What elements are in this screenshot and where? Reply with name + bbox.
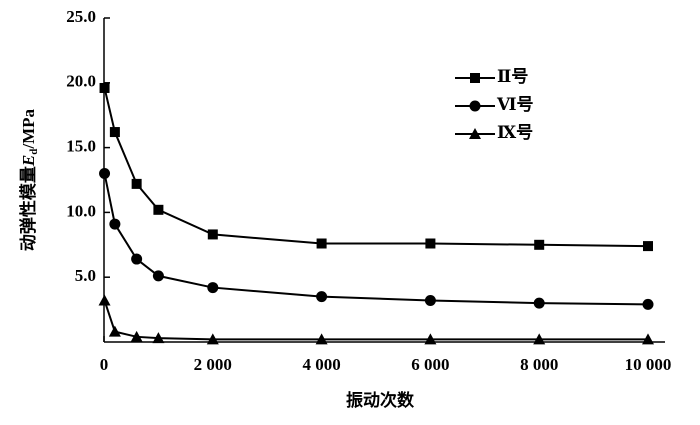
x-tick-label: 0 (100, 355, 109, 374)
legend-label: Ⅸ号 (497, 123, 533, 142)
marker (109, 218, 121, 230)
marker (316, 291, 328, 303)
marker (642, 298, 654, 310)
marker (152, 332, 165, 344)
marker (152, 270, 164, 282)
y-tick-label: 25.0 (66, 7, 96, 26)
marker (206, 333, 219, 345)
marker (643, 241, 653, 252)
marker (131, 253, 143, 265)
marker (424, 333, 437, 345)
marker (131, 178, 142, 189)
x-tick-label: 6 000 (411, 355, 449, 374)
marker (109, 127, 120, 138)
series-line (103, 173, 649, 306)
marker (315, 333, 328, 345)
y-label-part: E (19, 155, 38, 167)
y-label-part: d (28, 149, 40, 155)
y-label-part: /MPa (19, 108, 38, 149)
x-tick-label: 2 000 (194, 355, 232, 374)
marker (533, 297, 545, 309)
x-tick-label: 8 000 (520, 355, 558, 374)
marker (425, 238, 436, 249)
marker (316, 238, 327, 249)
y-tick-label: 20.0 (66, 72, 96, 91)
marker (207, 229, 218, 240)
legend-label: Ⅱ号 (497, 67, 528, 86)
y-label-part: 动弹性模量 (18, 166, 38, 251)
x-tick-label: 10 000 (625, 355, 672, 374)
y-tick-label: 15.0 (66, 137, 96, 156)
marker (99, 82, 110, 93)
marker (424, 295, 436, 307)
legend-label: Ⅵ号 (496, 95, 534, 114)
x-tick-label: 4 000 (302, 355, 340, 374)
marker (153, 204, 164, 215)
series-line (103, 300, 648, 341)
marker (130, 330, 143, 342)
marker (533, 333, 546, 345)
marker (469, 100, 481, 112)
marker (642, 333, 654, 345)
y-axis-label: 动弹性模量Ed/MPa (18, 108, 40, 251)
marker (99, 168, 111, 180)
marker (534, 239, 545, 250)
marker (108, 325, 121, 337)
marker (470, 73, 480, 83)
y-tick-label: 10.0 (66, 201, 96, 220)
x-axis-label: 振动次数 (346, 390, 415, 410)
marker (98, 294, 111, 306)
series-line (103, 87, 649, 248)
marker (207, 282, 219, 294)
y-tick-label: 5.0 (75, 266, 96, 285)
marker (469, 128, 481, 139)
